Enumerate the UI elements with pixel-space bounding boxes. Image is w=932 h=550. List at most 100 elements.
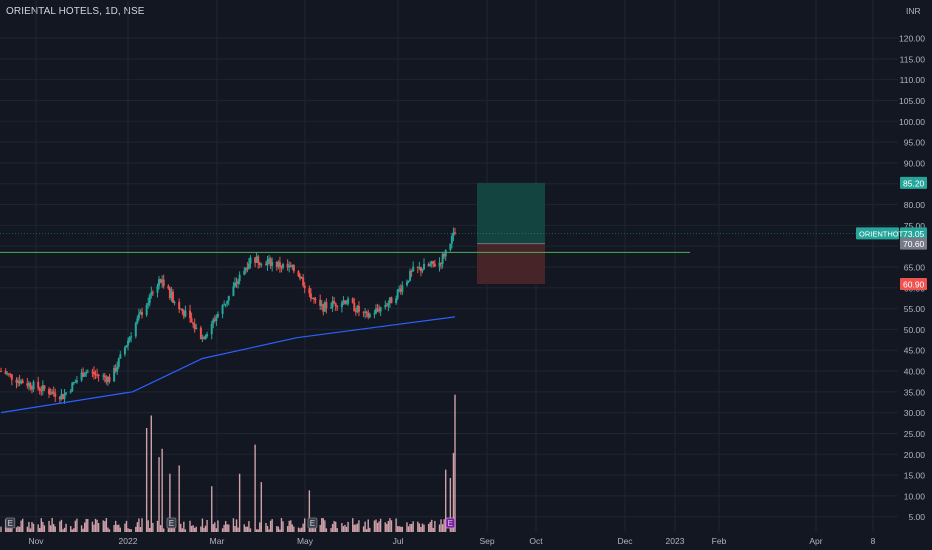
volume-bar bbox=[355, 524, 357, 532]
candle-body bbox=[277, 262, 280, 267]
earnings-marker[interactable] bbox=[166, 517, 177, 529]
volume-bar bbox=[445, 469, 447, 532]
candle-body bbox=[405, 281, 408, 286]
candle-body bbox=[54, 393, 57, 397]
candle-body bbox=[151, 292, 154, 294]
price-tick-label: 20.00 bbox=[904, 450, 926, 460]
volume-bar bbox=[52, 524, 55, 532]
price-tick-label: 120.00 bbox=[899, 34, 925, 44]
earnings-marker[interactable] bbox=[307, 517, 318, 529]
last-price-label-bg bbox=[900, 227, 927, 240]
volume-bar bbox=[319, 524, 321, 532]
volume-bar bbox=[373, 520, 376, 532]
candle-body bbox=[246, 267, 249, 269]
volume-bar bbox=[180, 523, 182, 532]
volume-bar bbox=[330, 528, 332, 532]
currency-label: INR bbox=[906, 6, 921, 16]
candle-body bbox=[299, 276, 302, 279]
volume-bar bbox=[429, 522, 431, 532]
volume-bar bbox=[206, 519, 208, 532]
price-tick-label: 45.00 bbox=[904, 346, 926, 356]
volume-bar bbox=[400, 526, 402, 532]
volume-bar bbox=[189, 520, 191, 532]
candle-body bbox=[92, 371, 95, 375]
candle-body bbox=[29, 383, 32, 389]
candle-body bbox=[373, 313, 376, 315]
price-tick-label: 25.00 bbox=[904, 429, 926, 439]
volume-bar bbox=[336, 528, 338, 532]
volume-bar bbox=[107, 527, 109, 532]
volume-bar bbox=[286, 526, 289, 532]
volume-bar bbox=[259, 522, 261, 532]
candle-body bbox=[347, 298, 350, 304]
candle-body bbox=[387, 303, 390, 306]
volume-bar bbox=[260, 482, 263, 532]
volume-bar bbox=[116, 524, 118, 532]
candle-body bbox=[440, 262, 443, 264]
target-zone[interactable] bbox=[477, 182, 545, 244]
candle-body bbox=[106, 376, 109, 382]
candle-body bbox=[395, 298, 398, 304]
candle-body bbox=[255, 256, 258, 263]
candle-body bbox=[443, 253, 446, 257]
candle-body bbox=[168, 288, 171, 299]
stop-zone[interactable] bbox=[477, 243, 545, 285]
volume-bar bbox=[228, 524, 230, 532]
volume-bar bbox=[378, 521, 380, 532]
candle-body bbox=[343, 300, 346, 304]
candle-body bbox=[128, 337, 131, 341]
time-axis-label: Oct bbox=[529, 536, 543, 546]
volume-bar bbox=[82, 528, 84, 532]
volume-bar bbox=[211, 486, 213, 532]
candle-body bbox=[243, 270, 246, 275]
volume-bar bbox=[375, 519, 377, 532]
candle-body bbox=[192, 322, 195, 325]
candle-body bbox=[249, 257, 252, 264]
volume-bar bbox=[73, 528, 75, 532]
volume-bar bbox=[83, 522, 86, 532]
volume-bar bbox=[37, 524, 39, 532]
volume-bar bbox=[42, 522, 44, 532]
volume-bar bbox=[401, 526, 404, 532]
candle-body bbox=[161, 279, 164, 283]
candle-body bbox=[292, 265, 295, 272]
candle-body bbox=[244, 267, 247, 271]
volume-bar bbox=[108, 529, 111, 532]
candle-body bbox=[427, 263, 430, 266]
earnings-marker[interactable] bbox=[5, 517, 16, 529]
price-tick-label: 55.00 bbox=[904, 304, 926, 314]
candle-body bbox=[379, 307, 382, 312]
volume-bar bbox=[39, 527, 41, 532]
volume-bar bbox=[297, 527, 300, 532]
volume-bar bbox=[224, 521, 227, 532]
candle-body bbox=[147, 303, 150, 305]
candle-body bbox=[206, 334, 209, 337]
volume-bar bbox=[255, 529, 258, 532]
candle-body bbox=[38, 388, 41, 391]
candle-body bbox=[117, 358, 120, 367]
volume-bar bbox=[48, 520, 50, 532]
candle-body bbox=[412, 266, 415, 272]
candle-body bbox=[18, 380, 21, 384]
volume-bar bbox=[136, 522, 139, 532]
candle-body bbox=[184, 310, 187, 317]
earnings-marker-label: E bbox=[310, 519, 315, 528]
volume-bar bbox=[223, 524, 225, 532]
volume-bar bbox=[412, 521, 414, 532]
volume-bar bbox=[409, 523, 411, 532]
earnings-marker[interactable] bbox=[445, 517, 456, 529]
volume-bar bbox=[80, 525, 83, 532]
candle-body bbox=[193, 324, 196, 330]
candle-body bbox=[58, 396, 61, 400]
volume-bar bbox=[26, 526, 29, 532]
volume-bar bbox=[184, 529, 187, 532]
volume-bar bbox=[407, 526, 410, 532]
volume-bar bbox=[113, 524, 115, 532]
candle-body bbox=[158, 279, 161, 286]
candle-body bbox=[401, 285, 404, 292]
volume-bar bbox=[325, 528, 328, 532]
candle-body bbox=[342, 300, 345, 303]
price-tick-label: 15.00 bbox=[904, 471, 926, 481]
volume-bar bbox=[217, 520, 219, 532]
